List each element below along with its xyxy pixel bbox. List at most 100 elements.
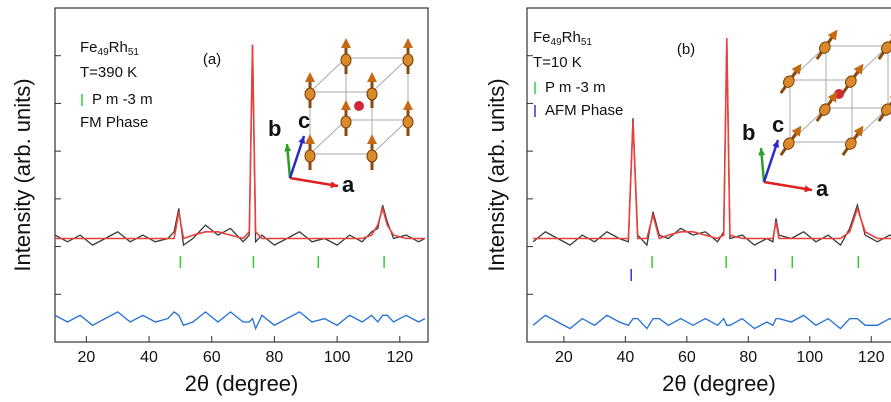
x-tick-label: 120 [386,349,413,366]
spin-head [367,72,377,82]
x-tick-label: 20 [77,349,95,366]
spin-atom [845,75,857,88]
legend-label: AFM Phase [545,102,623,119]
arrow-head [298,136,306,144]
spin-head [827,91,838,103]
series-line [54,311,426,331]
y-axis-label: Intensity (arb. units) [484,78,509,271]
spin-atom [340,115,352,129]
axis-letter: a [816,176,829,201]
series-line [532,314,891,330]
spin-head [341,38,351,48]
x-tick-label: 100 [324,349,351,366]
spin [366,134,378,170]
spin-head [367,134,377,144]
spin-atom [304,149,316,163]
x-tick-label: 60 [203,349,221,366]
rh-atom [354,101,364,111]
cube-edge [371,119,409,155]
y-axis-label: Intensity (arb. units) [10,78,35,271]
cube-edge [309,119,347,155]
spin [779,125,802,156]
legend-label: P m -3 m [92,91,153,108]
phase-note: FM Phase [80,114,148,131]
spin-atom [366,149,378,163]
formula-part: 49 [98,47,110,58]
spin [304,134,316,170]
cube-edge [309,57,347,93]
x-axis-label: 2θ (degree) [185,371,299,396]
spin [366,72,378,108]
spin-head [791,63,802,75]
x-tick-label: 80 [739,349,757,366]
spin-head [403,100,413,110]
panel-label: (a) [203,51,221,68]
axis-arrow [762,139,780,183]
panel-label: (b) [677,41,695,58]
formula-part: Fe [533,29,551,46]
spin-head [853,125,864,137]
spin-head [305,72,315,82]
spin [402,38,414,74]
spin [815,91,838,122]
x-tick-label: 20 [555,349,573,366]
formula-part: 51 [128,47,140,58]
spin [340,100,352,136]
temperature: T=10 K [533,54,582,71]
spin-atom [783,137,795,150]
spin-atom [819,103,831,116]
x-tick-label: 60 [678,349,696,366]
spin [402,100,414,136]
axis-arrow [289,176,339,188]
spin-head [305,134,315,144]
x-axis-label: 2θ (degree) [662,371,776,396]
plot-frame [54,7,429,343]
arrow-head [804,185,812,193]
spin [304,72,316,108]
spin-head [827,29,838,41]
spin-atom [845,137,857,150]
formula: Fe49Rh51 [533,29,592,48]
plot-frame [526,7,891,343]
formula-part: 51 [581,37,593,48]
spin-atom [366,87,378,101]
spin-head [403,38,413,48]
spin-atom [402,53,414,67]
axis-letter: a [342,172,355,197]
spin-atom [819,41,831,54]
series-line [533,38,891,240]
spin [815,29,838,60]
series-line [55,44,425,240]
axis-letter: c [298,108,310,133]
spin-head [791,125,802,137]
x-tick-label: 40 [616,349,634,366]
spin [340,38,352,74]
spin [841,125,864,156]
x-tick-label: 40 [140,349,158,366]
cube-edge [371,57,409,93]
series-line [532,41,891,247]
formula-part: Rh [109,39,128,56]
formula-part: Fe [80,39,98,56]
arrow-head [330,181,338,189]
x-tick-label: 100 [796,349,823,366]
spin-head [341,100,351,110]
formula-part: 49 [551,37,563,48]
legend-label: P m -3 m [545,79,606,96]
spin-atom [783,75,795,88]
axis-arrow [763,180,813,192]
spin [841,63,864,94]
axis-letter: c [772,112,784,137]
formula: Fe49Rh51 [80,39,139,58]
x-tick-label: 120 [858,349,885,366]
x-tick-label: 80 [266,349,284,366]
spin-head [853,63,864,75]
formula-part: Rh [562,29,581,46]
spin-atom [402,115,414,129]
temperature: T=390 K [80,64,137,81]
spin-atom [304,87,316,101]
spin [779,63,802,94]
arrow-head [758,148,766,156]
spin-atom [340,53,352,67]
